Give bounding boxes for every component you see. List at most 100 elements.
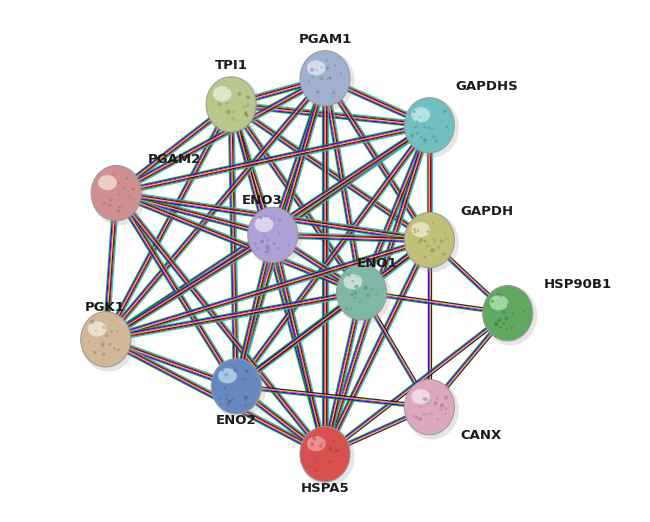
Ellipse shape [226,402,228,405]
Ellipse shape [445,237,448,240]
Ellipse shape [309,436,311,438]
Ellipse shape [328,77,332,79]
Ellipse shape [118,206,121,208]
Ellipse shape [238,92,242,96]
Ellipse shape [422,397,424,400]
Ellipse shape [420,136,423,139]
Ellipse shape [217,102,220,105]
Ellipse shape [319,444,322,448]
Ellipse shape [489,295,508,310]
Ellipse shape [500,318,502,320]
Ellipse shape [427,126,431,129]
Ellipse shape [246,95,250,99]
Ellipse shape [332,96,333,98]
Ellipse shape [440,239,443,243]
Ellipse shape [504,317,508,321]
Ellipse shape [278,218,281,222]
Ellipse shape [245,105,248,107]
Ellipse shape [233,366,235,368]
Ellipse shape [430,248,435,253]
Ellipse shape [127,190,129,192]
Ellipse shape [424,397,428,401]
Ellipse shape [109,204,111,207]
Ellipse shape [439,408,443,411]
Ellipse shape [270,218,272,220]
Ellipse shape [101,344,104,347]
Ellipse shape [118,194,120,196]
Ellipse shape [221,369,224,372]
Ellipse shape [266,238,269,242]
Ellipse shape [369,292,371,294]
Ellipse shape [404,379,454,435]
Ellipse shape [242,105,245,109]
Ellipse shape [434,401,437,406]
Ellipse shape [316,69,318,71]
Ellipse shape [413,228,416,231]
Ellipse shape [424,256,426,258]
Ellipse shape [350,293,354,296]
Ellipse shape [415,126,417,128]
Ellipse shape [257,216,260,218]
Ellipse shape [101,352,106,356]
Ellipse shape [88,321,107,336]
Text: ENO3: ENO3 [242,195,283,207]
Ellipse shape [218,397,221,400]
Ellipse shape [117,348,120,351]
Ellipse shape [354,291,358,295]
Ellipse shape [358,301,361,303]
Ellipse shape [218,368,237,383]
Ellipse shape [371,288,373,290]
Ellipse shape [374,275,376,277]
Ellipse shape [316,91,319,94]
Ellipse shape [444,395,448,399]
Ellipse shape [122,206,124,207]
Ellipse shape [328,447,332,451]
Ellipse shape [112,173,115,175]
Ellipse shape [335,449,339,453]
Ellipse shape [411,107,430,122]
Ellipse shape [131,197,133,199]
Ellipse shape [231,116,234,120]
Ellipse shape [431,128,433,130]
Ellipse shape [224,373,228,377]
Ellipse shape [227,400,231,404]
Ellipse shape [94,351,96,353]
Ellipse shape [427,413,428,415]
Ellipse shape [423,124,425,125]
Ellipse shape [499,293,503,297]
Ellipse shape [426,402,428,405]
Ellipse shape [319,61,321,62]
Ellipse shape [300,51,350,106]
Ellipse shape [434,240,436,242]
Ellipse shape [117,210,120,212]
Ellipse shape [278,233,280,235]
Ellipse shape [332,440,335,443]
Ellipse shape [494,322,498,326]
Ellipse shape [411,389,430,404]
Ellipse shape [499,326,501,329]
Ellipse shape [109,342,112,346]
Ellipse shape [436,418,439,420]
Text: ENO2: ENO2 [216,414,257,426]
Ellipse shape [117,330,118,332]
Ellipse shape [326,58,328,62]
Text: PGK1: PGK1 [85,302,125,314]
Ellipse shape [506,328,508,330]
Ellipse shape [110,198,112,201]
Ellipse shape [423,138,427,142]
Ellipse shape [445,232,447,234]
Ellipse shape [502,311,505,314]
Ellipse shape [483,286,533,341]
Ellipse shape [272,242,276,245]
Ellipse shape [425,143,427,145]
Ellipse shape [212,359,266,419]
Ellipse shape [502,322,506,325]
Ellipse shape [356,276,357,278]
Text: GAPDHS: GAPDHS [456,80,518,92]
Ellipse shape [415,132,419,135]
Ellipse shape [320,66,323,68]
Ellipse shape [357,285,359,287]
Ellipse shape [417,230,419,232]
Ellipse shape [320,76,324,80]
Ellipse shape [405,98,459,158]
